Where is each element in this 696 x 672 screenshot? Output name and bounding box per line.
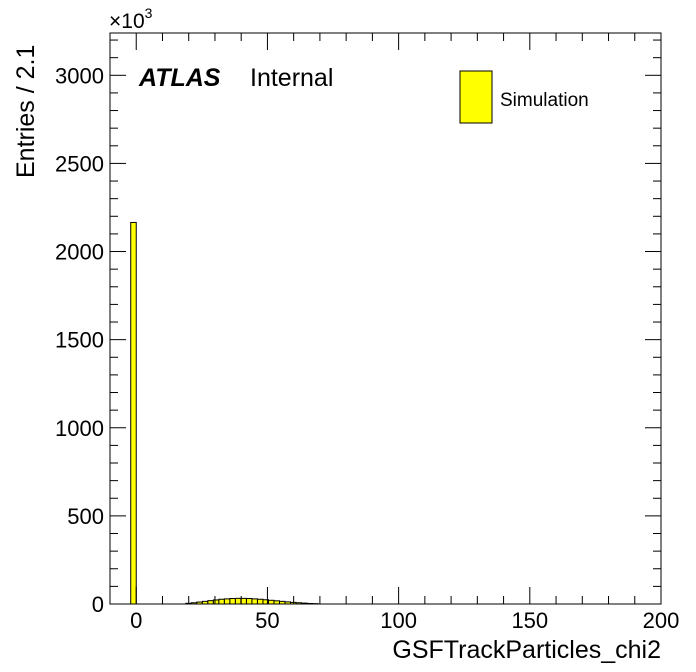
histogram-bar (234, 597, 242, 605)
y-tick-label: 2500 (55, 151, 104, 176)
y-axis-title: Entries / 2.1 (12, 45, 40, 178)
y-tick-label: 0 (92, 592, 104, 617)
plot-frame (109, 32, 662, 605)
histogram-bar (251, 598, 258, 605)
y-multiplier-exponent: 3 (145, 5, 153, 21)
histogram-bar (229, 598, 236, 605)
x-tick-label: 0 (130, 608, 142, 633)
legend-swatch-simulation (459, 70, 493, 124)
y-tick-label: 3000 (55, 63, 104, 88)
legend: Simulation (459, 70, 589, 124)
x-axis-title: GSFTrackParticles_chi2 (392, 636, 661, 664)
histogram-bar (218, 598, 225, 605)
y-axis-ticks: 0 500 1000 1500 2000 2500 3000 (55, 39, 661, 617)
y-tick-label: 1500 (55, 328, 104, 353)
histogram-bar (267, 599, 275, 605)
histogram-bar (130, 221, 137, 605)
histogram-bar (240, 597, 247, 605)
y-tick-label: 1000 (55, 416, 104, 441)
x-tick-label: 100 (380, 608, 417, 633)
histogram-bars (130, 221, 319, 605)
y-multiplier-label: ×103 (109, 5, 153, 33)
histogram-bar (212, 599, 220, 605)
histogram-bar (245, 598, 253, 605)
y-tick-label: 500 (67, 504, 104, 529)
legend-label-simulation: Simulation (500, 90, 589, 111)
x-axis-ticks: 0 50 100 150 200 (109, 33, 680, 633)
x-tick-label: 150 (511, 608, 548, 633)
histogram-bar (256, 598, 264, 605)
x-tick-label: 200 (643, 608, 680, 633)
atlas-label: ATLAS (138, 64, 221, 92)
histogram-bar (207, 600, 214, 605)
internal-label: Internal (250, 64, 333, 92)
y-tick-label: 2000 (55, 240, 104, 265)
x-tick-label: 50 (255, 608, 279, 633)
histogram-bar (223, 598, 231, 605)
